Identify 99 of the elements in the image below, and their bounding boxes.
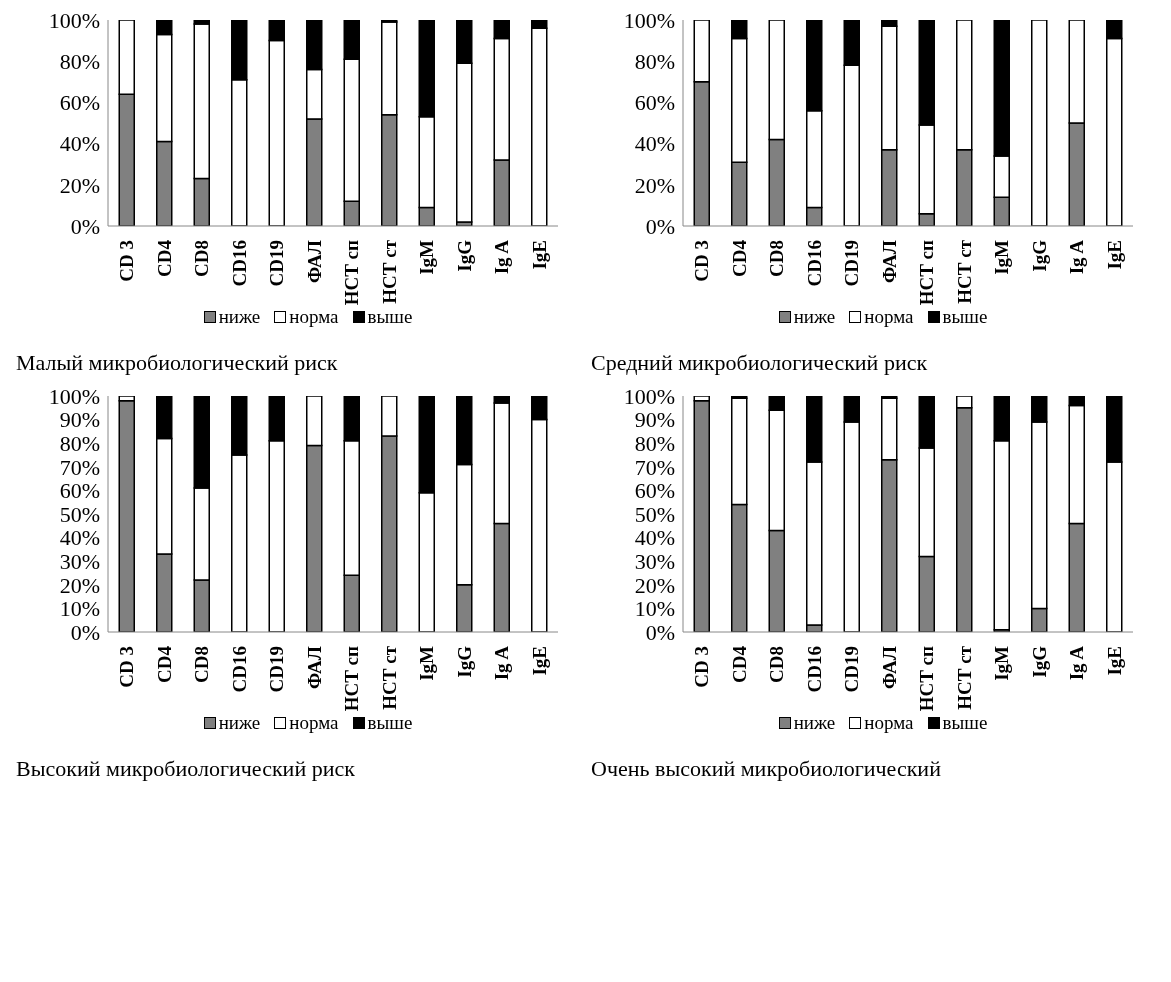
x-tick-label: CD4 xyxy=(153,645,175,683)
y-tick-label: 80% xyxy=(634,49,675,75)
x-tick-label: ФАЛ xyxy=(303,646,325,690)
y-tick-label: 60% xyxy=(634,478,675,504)
x-tick-label: IgM xyxy=(991,239,1013,275)
x-tick-label: CD 3 xyxy=(691,646,713,688)
x-tick-label: Ig A xyxy=(491,239,513,275)
y-tick-label: 100% xyxy=(623,7,675,33)
legend-label: норма xyxy=(864,306,914,328)
x-tick-label: CD4 xyxy=(728,645,750,683)
x-tick-label: CD8 xyxy=(191,240,213,277)
text: Высокий микробиологический риск xyxy=(15,756,356,782)
x-tick-label: CD16 xyxy=(228,646,250,693)
y-tick-label: 0% xyxy=(70,213,100,239)
text: Малый микробиологический риск xyxy=(15,350,339,376)
x-tick-label: CD19 xyxy=(841,646,863,693)
x-tick-label: IgG xyxy=(453,645,475,678)
x-tick-label: CD4 xyxy=(728,239,750,277)
legend-label: ниже xyxy=(793,306,836,328)
y-tick-label: 20% xyxy=(634,572,675,598)
x-tick-label: CD 3 xyxy=(116,646,138,688)
y-tick-label: 60% xyxy=(59,478,100,504)
y-tick-label: 50% xyxy=(634,501,675,527)
x-tick-label: IgM xyxy=(416,645,438,681)
y-tick-label: 40% xyxy=(59,525,100,551)
legend-label: выше xyxy=(942,712,988,734)
y-tick-label: 60% xyxy=(59,90,100,116)
x-tick-label: ФАЛ xyxy=(878,646,900,690)
x-tick-label: IgG xyxy=(1028,239,1050,272)
y-tick-label: 30% xyxy=(634,549,675,575)
y-tick-label: 100% xyxy=(48,383,100,409)
x-tick-label: CD19 xyxy=(266,240,288,287)
y-tick-label: 10% xyxy=(59,596,100,622)
x-tick-label: IgE xyxy=(1103,646,1125,676)
y-tick-label: 40% xyxy=(634,525,675,551)
y-tick-label: 90% xyxy=(59,407,100,433)
y-tick-label: 80% xyxy=(59,431,100,457)
text: Очень высокий микробиологический xyxy=(590,756,942,782)
y-tick-label: 20% xyxy=(59,172,100,198)
x-tick-label: НСТ ст xyxy=(378,239,400,304)
y-tick-label: 40% xyxy=(59,131,100,157)
x-tick-label: НСТ сп xyxy=(341,645,363,712)
legend-label: норма xyxy=(289,306,339,328)
legend-label: ниже xyxy=(218,712,261,734)
legend-label: ниже xyxy=(793,712,836,734)
x-tick-label: Ig A xyxy=(491,645,513,681)
x-tick-label: Ig A xyxy=(1066,239,1088,275)
text: Средний микробиологический риск xyxy=(590,350,929,376)
y-tick-label: 10% xyxy=(634,596,675,622)
x-tick-label: НСТ сп xyxy=(916,645,938,712)
y-tick-label: 80% xyxy=(59,49,100,75)
x-tick-label: ФАЛ xyxy=(878,240,900,284)
x-tick-label: НСТ ст xyxy=(953,239,975,304)
y-tick-label: 20% xyxy=(59,572,100,598)
x-tick-label: CD 3 xyxy=(691,240,713,282)
y-tick-label: 50% xyxy=(59,501,100,527)
x-tick-label: IgG xyxy=(453,239,475,272)
y-tick-label: 100% xyxy=(623,383,675,409)
y-tick-label: 90% xyxy=(634,407,675,433)
legend-label: выше xyxy=(942,306,988,328)
y-tick-label: 0% xyxy=(70,619,100,645)
x-tick-label: CD 3 xyxy=(116,240,138,282)
x-tick-label: Ig A xyxy=(1066,645,1088,681)
x-tick-label: IgE xyxy=(528,240,550,270)
x-tick-label: CD16 xyxy=(803,240,825,287)
bar xyxy=(1031,20,1048,226)
x-tick-label: IgM xyxy=(991,645,1013,681)
y-tick-label: 60% xyxy=(634,90,675,116)
x-tick-label: CD8 xyxy=(766,240,788,277)
y-tick-label: 80% xyxy=(634,431,675,457)
x-tick-label: IgE xyxy=(528,646,550,676)
legend-label: выше xyxy=(367,306,413,328)
x-tick-label: CD8 xyxy=(191,646,213,683)
x-tick-label: IgM xyxy=(416,239,438,275)
x-tick-label: CD16 xyxy=(803,646,825,693)
x-tick-label: CD8 xyxy=(766,646,788,683)
y-tick-label: 0% xyxy=(645,619,675,645)
y-tick-label: 100% xyxy=(48,7,100,33)
x-tick-label: НСТ ст xyxy=(953,645,975,710)
legend-label: норма xyxy=(289,712,339,734)
legend-label: выше xyxy=(367,712,413,734)
x-tick-label: CD19 xyxy=(266,646,288,693)
x-tick-label: CD16 xyxy=(228,240,250,287)
y-tick-label: 20% xyxy=(634,172,675,198)
y-tick-label: 70% xyxy=(59,454,100,480)
y-tick-label: 70% xyxy=(634,454,675,480)
x-tick-label: НСТ сп xyxy=(916,239,938,306)
x-tick-label: НСТ ст xyxy=(378,645,400,710)
x-tick-label: CD19 xyxy=(841,240,863,287)
y-tick-label: 40% xyxy=(634,131,675,157)
legend-label: норма xyxy=(864,712,914,734)
x-tick-label: НСТ сп xyxy=(341,239,363,306)
x-tick-label: IgG xyxy=(1028,645,1050,678)
y-tick-label: 30% xyxy=(59,549,100,575)
x-tick-label: ФАЛ xyxy=(303,240,325,284)
x-tick-label: CD4 xyxy=(153,239,175,277)
x-tick-label: IgE xyxy=(1103,240,1125,270)
legend-label: ниже xyxy=(218,306,261,328)
y-tick-label: 0% xyxy=(645,213,675,239)
